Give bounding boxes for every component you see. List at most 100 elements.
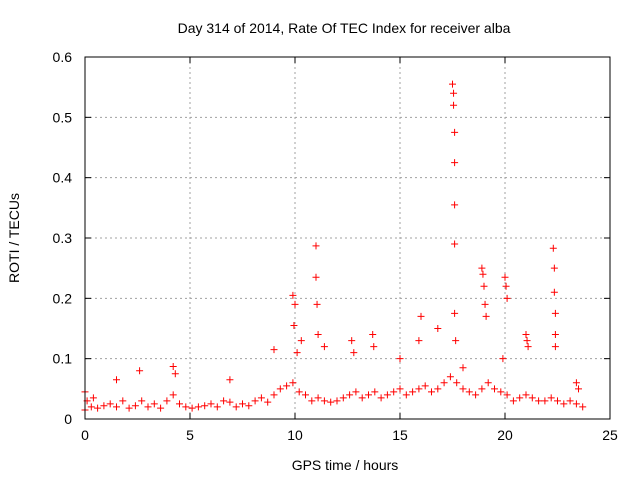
data-point [295,388,303,396]
data-point [396,385,404,393]
data-point [551,331,559,339]
data-point [333,397,341,405]
data-point [415,385,423,393]
data-point [459,364,467,372]
data-point [528,394,536,402]
y-tick-label: 0.2 [53,290,73,306]
data-point [136,367,144,375]
data-point [171,370,179,378]
data-point [421,382,429,390]
data-point [522,331,530,339]
data-point [348,337,356,345]
data-point [551,309,559,317]
data-point [499,355,507,363]
data-point [220,397,228,405]
data-point [290,321,298,329]
data-point [551,343,559,351]
data-point [566,397,574,405]
y-tick-label: 0.3 [53,230,73,246]
data-point [270,346,278,354]
data-point [125,404,133,412]
chart-title: Day 314 of 2014, Rate Of TEC Index for r… [178,20,511,36]
data-point [113,376,120,384]
data-point [428,388,435,396]
data-point [550,264,558,272]
data-point [313,300,321,308]
data-point [314,394,322,402]
x-axis-label: GPS time / hours [292,457,399,473]
data-point [459,385,467,393]
data-point [289,379,297,387]
data-points [81,80,587,414]
data-point [232,403,240,411]
data-point [549,244,557,252]
data-point [207,400,215,408]
axis-ticks: 0 5 10 15 20 25 0 0.1 0.2 0.3 0.4 0.5 0.6 [53,49,618,443]
data-point [383,391,391,399]
data-point [169,391,177,399]
data-point [144,403,152,411]
data-point [524,343,532,351]
data-point [291,300,299,308]
data-point [257,394,265,402]
data-point [446,373,454,381]
data-point [339,394,347,402]
data-point [314,331,322,339]
data-point [415,337,423,345]
data-point [522,391,530,399]
x-tick-label: 20 [497,427,513,443]
data-point [479,270,487,278]
data-point [283,382,291,390]
data-point [131,402,139,410]
data-point [472,391,480,399]
data-point [417,312,425,320]
data-point [245,402,253,410]
data-point [352,388,360,396]
y-tick-label: 0.4 [53,170,73,186]
data-point [497,388,505,396]
data-point [501,273,509,281]
x-tick-label: 10 [287,427,303,443]
data-point [289,291,297,299]
data-point [478,385,486,393]
data-point [390,388,398,396]
data-point [182,403,190,411]
data-point [572,400,580,408]
x-tick-label: 25 [602,427,618,443]
data-point [554,397,561,405]
data-point [201,402,209,410]
data-point [239,400,246,408]
data-point [503,294,511,302]
data-point [535,397,543,405]
data-point [350,349,358,357]
data-point [308,397,316,405]
y-axis-label: ROTI / TECUs [6,193,22,283]
data-point [371,388,379,396]
data-point [293,349,301,357]
data-point [188,404,196,412]
data-point [365,391,372,399]
data-point [451,128,459,136]
data-point [94,404,102,412]
data-point [194,403,202,411]
data-point [502,282,510,290]
data-point [491,385,498,393]
data-point [450,89,458,97]
data-point [482,312,490,320]
x-tick-label: 15 [392,427,408,443]
data-point [106,400,114,408]
data-point [251,397,259,405]
data-point [503,391,511,399]
data-point [396,355,404,363]
data-point [312,242,320,250]
data-point [369,331,377,339]
data-point [440,379,448,387]
data-point [297,337,305,345]
data-point [547,394,555,402]
data-point [572,379,580,387]
data-point [409,388,417,396]
data-point [276,385,284,393]
data-point [87,403,95,411]
data-point [270,391,278,399]
